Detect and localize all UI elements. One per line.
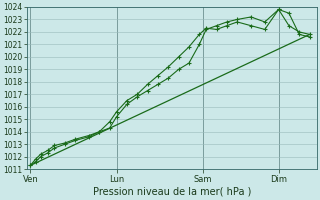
X-axis label: Pression niveau de la mer( hPa ): Pression niveau de la mer( hPa )	[92, 187, 251, 197]
